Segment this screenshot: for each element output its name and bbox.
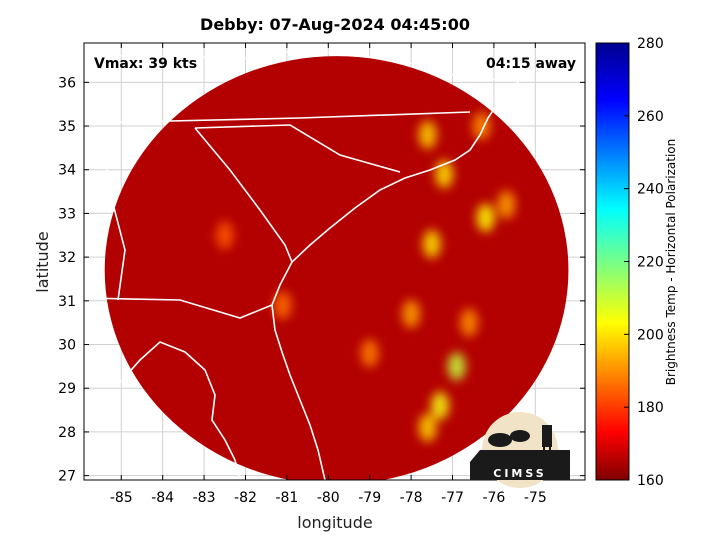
hotspot [435, 160, 454, 189]
hotspot [476, 203, 495, 232]
colorbar-gradient [595, 42, 630, 481]
hotspot [447, 352, 466, 381]
y-axis-label: latitude [33, 231, 52, 292]
y-ticks: 27 28 29 30 31 32 33 34 35 36 [58, 75, 585, 485]
x-tick-label: -79 [358, 490, 381, 506]
hotspot [418, 120, 437, 149]
y-tick-label: 29 [58, 381, 76, 397]
hotspot [472, 112, 491, 141]
colorbar-tick-label: 200 [637, 327, 664, 343]
hotspot [402, 299, 421, 328]
hotspot [422, 230, 441, 259]
x-tick-label: -81 [275, 490, 298, 506]
hotspot [418, 413, 437, 442]
axes-frame [83, 42, 586, 481]
colorbar-tick-label: 180 [637, 400, 664, 416]
state-border-nc-sc [194, 124, 401, 173]
x-tick-label: -82 [234, 490, 257, 506]
x-tick-label: -78 [400, 490, 423, 506]
logo-dishes [470, 425, 570, 480]
x-tick-label: -80 [317, 490, 340, 506]
x-ticks: -85 -84 -83 -82 -81 -80 -79 -78 -77 -76 -75 [110, 43, 547, 506]
state-border-ga-al [99, 127, 126, 301]
x-tick-label: -77 [441, 490, 464, 506]
state-border-sc-ga [194, 127, 293, 263]
coastline-east [271, 79, 521, 480]
colorbar-label: Brightness Temp - Horizontal Polarizatio… [664, 139, 678, 386]
state-border-north [84, 49, 521, 81]
microwave-swath [84, 49, 569, 480]
y-tick-label: 34 [58, 163, 76, 179]
colorbar-tick-label: 240 [637, 182, 664, 198]
y-tick-label: 33 [58, 206, 76, 222]
hotspot [360, 339, 379, 368]
hotspot-layer [215, 112, 516, 442]
hotspot [497, 190, 516, 219]
y-tick-label: 32 [58, 250, 76, 266]
chart-title: Debby: 07-Aug-2024 04:45:00 [200, 15, 470, 34]
state-border-va-nc [84, 111, 471, 124]
hotspot [431, 391, 450, 420]
colorbar: 160 180 200 220 240 260 280 Brightness Temp - … [595, 36, 678, 489]
coastline-gulf [117, 341, 241, 480]
x-tick-label: -84 [151, 490, 174, 506]
cimss-logo: CIMSS [470, 412, 570, 488]
hotspot [215, 221, 234, 250]
state-border-ga-fl [84, 297, 273, 319]
colorbar-tick-label: 260 [637, 109, 664, 125]
distance-annotation: 04:15 away [486, 56, 576, 72]
y-tick-label: 31 [58, 294, 76, 310]
logo-text: CIMSS [493, 467, 546, 480]
colorbar-ticks: 160 180 200 220 240 260 280 [624, 36, 664, 489]
x-axis-label: longitude [297, 513, 372, 532]
colorbar-tick-label: 280 [637, 36, 664, 52]
y-tick-label: 36 [58, 75, 76, 91]
coastlines [84, 49, 521, 480]
y-tick-label: 28 [58, 425, 76, 441]
x-tick-label: -83 [193, 490, 216, 506]
colorbar-tick-label: 160 [637, 473, 664, 489]
hotspot [460, 308, 479, 337]
x-tick-label: -75 [524, 490, 547, 506]
x-tick-label: -85 [110, 490, 133, 506]
y-tick-label: 30 [58, 338, 76, 354]
colorbar-tick-label: 220 [637, 255, 664, 271]
y-tick-label: 27 [58, 469, 76, 485]
hotspot [273, 291, 292, 320]
vmax-annotation: Vmax: 39 kts [94, 56, 197, 72]
y-tick-label: 35 [58, 119, 76, 135]
x-tick-label: -76 [482, 490, 505, 506]
